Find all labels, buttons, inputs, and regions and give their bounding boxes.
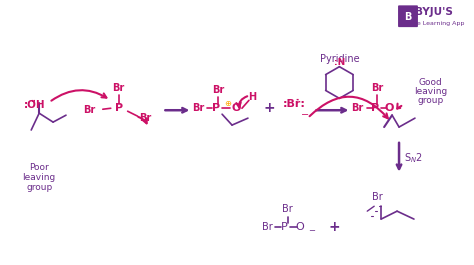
Text: Br: Br (139, 113, 152, 123)
Text: Br: Br (112, 83, 125, 94)
Text: Br: Br (351, 103, 364, 113)
Text: Pyridine: Pyridine (319, 54, 359, 64)
Text: −: − (308, 227, 315, 236)
Text: O: O (384, 103, 394, 113)
Text: The Learning App: The Learning App (409, 21, 465, 26)
Text: Br: Br (283, 204, 293, 214)
Text: BYJU'S: BYJU'S (415, 7, 453, 17)
Text: O: O (295, 222, 304, 232)
Text: Br: Br (371, 83, 383, 94)
Text: group: group (26, 183, 52, 192)
Text: Good: Good (419, 78, 443, 87)
Text: O: O (231, 103, 241, 113)
Text: Poor: Poor (29, 163, 49, 172)
Text: H: H (248, 92, 256, 102)
Text: P: P (212, 103, 220, 113)
Text: B: B (404, 12, 412, 22)
Text: :ÖH: :ÖH (23, 100, 45, 110)
Text: P: P (115, 103, 123, 113)
Text: +: + (264, 101, 275, 115)
FancyBboxPatch shape (398, 5, 418, 27)
Text: Br: Br (83, 105, 95, 115)
Text: Br: Br (263, 222, 273, 232)
Text: ⊕: ⊕ (225, 99, 232, 108)
Text: P: P (371, 103, 379, 113)
Text: Br: Br (192, 103, 204, 113)
Text: P: P (282, 222, 288, 232)
Text: Br: Br (372, 192, 383, 202)
Text: :Bṙ:: :Bṙ: (283, 99, 306, 109)
Text: :N: :N (334, 58, 345, 67)
Text: leaving: leaving (414, 87, 447, 96)
Text: group: group (418, 96, 444, 105)
Text: leaving: leaving (23, 173, 56, 182)
Text: −: − (301, 110, 309, 120)
Text: +: + (328, 220, 340, 234)
Text: Br: Br (212, 85, 224, 95)
Text: S$_N$2: S$_N$2 (404, 151, 423, 165)
